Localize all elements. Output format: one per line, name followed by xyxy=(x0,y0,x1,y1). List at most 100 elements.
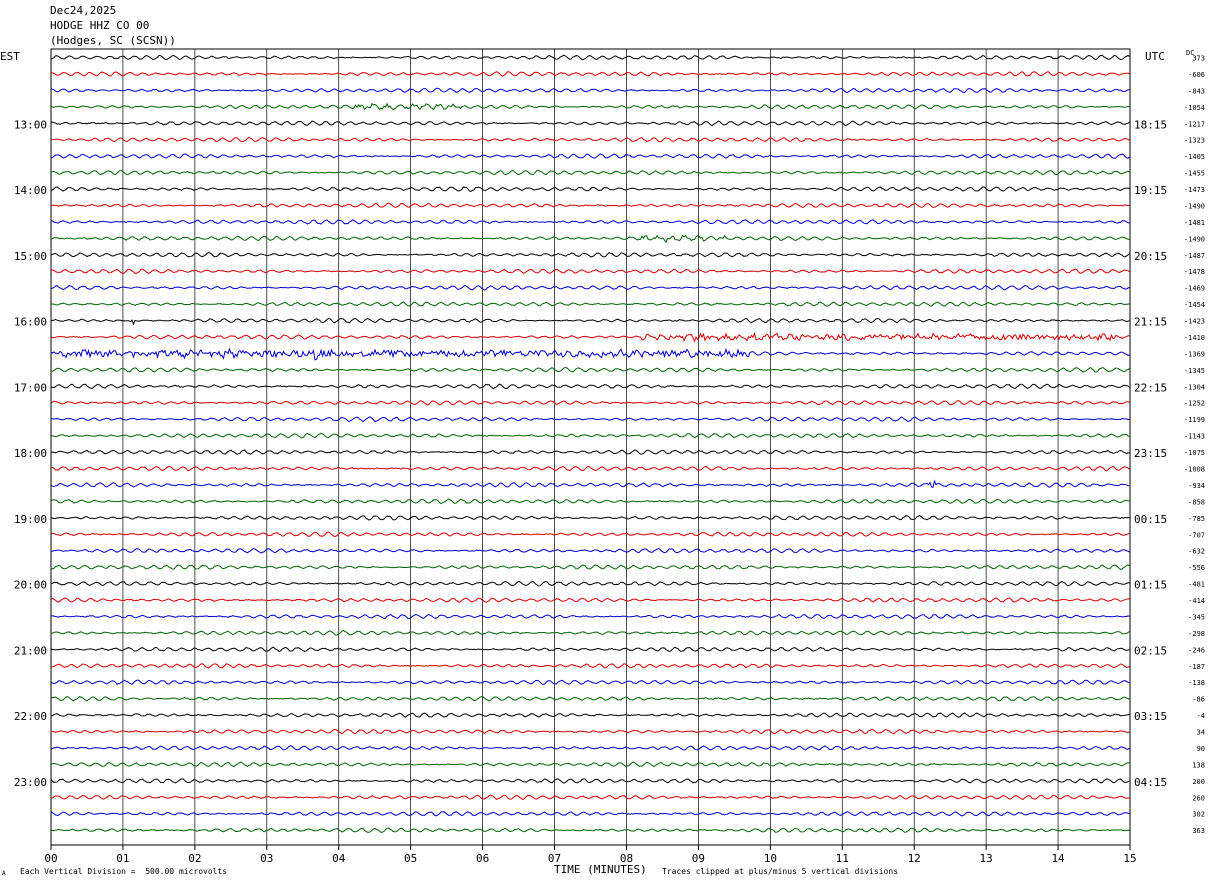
dc-offset-label-45: 260 xyxy=(1192,794,1205,802)
dc-offset-label-2: -843 xyxy=(1188,87,1205,95)
dc-offset-label-32: -481 xyxy=(1188,581,1205,589)
trace-line-15 xyxy=(50,301,1130,307)
dc-label: DC xyxy=(1186,49,1195,57)
trace-line-41 xyxy=(51,728,1130,735)
dc-offset-label-17: -1410 xyxy=(1184,334,1205,342)
dc-offset-label-1: -606 xyxy=(1188,71,1205,79)
trace-line-7 xyxy=(50,169,1130,176)
trace-line-9 xyxy=(50,202,1130,209)
trace-line-36 xyxy=(50,646,1130,652)
dc-offset-label-19: -1345 xyxy=(1184,367,1205,375)
x-tick-label-10: 10 xyxy=(764,852,777,865)
trace-line-8 xyxy=(50,186,1130,192)
left-hour-label-7: 20:00 xyxy=(14,579,47,592)
dc-offset-label-35: -298 xyxy=(1188,630,1205,638)
right-hour-label-6: 00:15 xyxy=(1134,513,1167,526)
trace-line-37 xyxy=(50,663,1130,669)
dc-offset-label-33: -414 xyxy=(1188,597,1205,605)
trace-line-14 xyxy=(50,284,1130,291)
x-tick-label-11: 11 xyxy=(836,852,849,865)
dc-offset-label-42: 90 xyxy=(1197,745,1205,753)
dc-offset-label-3: -1054 xyxy=(1184,104,1205,112)
right-hour-label-10: 04:15 xyxy=(1134,776,1167,789)
trace-line-47 xyxy=(50,827,1130,833)
dc-offset-label-23: -1143 xyxy=(1184,433,1205,441)
dc-offset-label-6: -1405 xyxy=(1184,153,1205,161)
x-axis-label: TIME (MINUTES) xyxy=(554,863,647,876)
trace-line-21 xyxy=(50,399,1130,406)
trace-line-42 xyxy=(50,745,1130,751)
dc-offset-label-38: -138 xyxy=(1188,679,1205,687)
dc-offset-label-4: -1217 xyxy=(1184,120,1205,128)
trace-line-11 xyxy=(50,234,1130,243)
dc-offset-label-26: -934 xyxy=(1188,482,1205,490)
dc-offset-label-27: -858 xyxy=(1188,498,1205,506)
left-timezone-label: EST xyxy=(0,50,20,63)
dc-offset-label-9: -1490 xyxy=(1184,202,1205,210)
dc-offset-label-41: 34 xyxy=(1197,729,1205,737)
dc-offset-label-36: -246 xyxy=(1188,646,1205,654)
dc-offset-label-0: 373 xyxy=(1192,55,1205,63)
right-hour-label-8: 02:15 xyxy=(1134,644,1167,657)
dc-offset-label-8: -1473 xyxy=(1184,186,1205,194)
trace-line-19 xyxy=(50,366,1130,373)
right-hour-label-3: 21:15 xyxy=(1134,316,1167,329)
dc-offset-label-7: -1455 xyxy=(1184,170,1205,178)
left-hour-label-9: 22:00 xyxy=(14,710,47,723)
trace-line-28 xyxy=(50,515,1130,521)
trace-line-39 xyxy=(50,696,1130,702)
trace-line-25 xyxy=(50,465,1130,472)
right-hour-label-2: 20:15 xyxy=(1134,250,1167,263)
dc-offset-label-25: -1008 xyxy=(1184,466,1205,474)
dc-offset-label-34: -345 xyxy=(1188,613,1205,621)
trace-line-4 xyxy=(50,120,1130,127)
right-hour-label-1: 19:15 xyxy=(1134,184,1167,197)
chart-header-station: HODGE HHZ CO 00 xyxy=(50,19,150,32)
chart-header-date: Dec24,2025 xyxy=(50,4,117,17)
trace-line-34 xyxy=(50,613,1130,620)
trace-line-3 xyxy=(50,102,1130,111)
right-hour-label-5: 23:15 xyxy=(1134,447,1167,460)
dc-offset-label-30: -632 xyxy=(1188,548,1205,556)
dc-offset-label-44: 200 xyxy=(1192,778,1205,786)
trace-line-31 xyxy=(50,564,1130,570)
left-hour-label-2: 15:00 xyxy=(14,250,47,263)
trace-line-13 xyxy=(50,268,1130,274)
dc-offset-label-46: 302 xyxy=(1192,811,1205,819)
scale-note: Each Vertical Division = 500.00 microvol… xyxy=(20,867,228,876)
clip-note: Traces clipped at plus/minus 5 vertical … xyxy=(662,867,899,876)
trace-line-26 xyxy=(50,479,1130,488)
dc-offset-label-28: -785 xyxy=(1188,515,1205,523)
x-tick-label-08: 08 xyxy=(620,852,633,865)
x-tick-label-06: 06 xyxy=(476,852,489,865)
trace-line-46 xyxy=(50,811,1130,817)
x-tick-label-13: 13 xyxy=(980,852,993,865)
trace-line-22 xyxy=(50,416,1130,423)
x-tick-label-05: 05 xyxy=(404,852,417,865)
left-hour-label-1: 14:00 xyxy=(14,184,47,197)
x-tick-label-15: 15 xyxy=(1123,852,1136,865)
x-tick-label-14: 14 xyxy=(1051,852,1065,865)
x-tick-label-00: 00 xyxy=(44,852,57,865)
right-timezone-label: UTC xyxy=(1145,50,1165,63)
trace-line-45 xyxy=(50,794,1130,800)
dc-offset-label-5: -1323 xyxy=(1184,137,1205,145)
trace-line-29 xyxy=(50,531,1130,538)
right-hour-label-4: 22:15 xyxy=(1134,381,1167,394)
trace-line-1 xyxy=(50,71,1130,77)
dc-offset-label-24: -1075 xyxy=(1184,449,1205,457)
dc-offset-label-43: 138 xyxy=(1192,761,1205,769)
chart-header-location: (Hodges, SC (SCSN)) xyxy=(50,34,176,47)
x-tick-label-01: 01 xyxy=(116,852,129,865)
dc-offset-label-20: -1304 xyxy=(1184,383,1205,391)
plot-frame xyxy=(50,48,1131,846)
trace-line-44 xyxy=(50,777,1130,784)
left-hour-label-5: 18:00 xyxy=(14,447,47,460)
trace-line-24 xyxy=(50,449,1130,455)
x-tick-label-02: 02 xyxy=(188,852,201,865)
right-hour-label-0: 18:15 xyxy=(1134,118,1167,131)
dc-offset-label-37: -187 xyxy=(1188,663,1205,671)
left-hour-label-4: 17:00 xyxy=(14,381,47,394)
trace-line-38 xyxy=(50,679,1130,685)
